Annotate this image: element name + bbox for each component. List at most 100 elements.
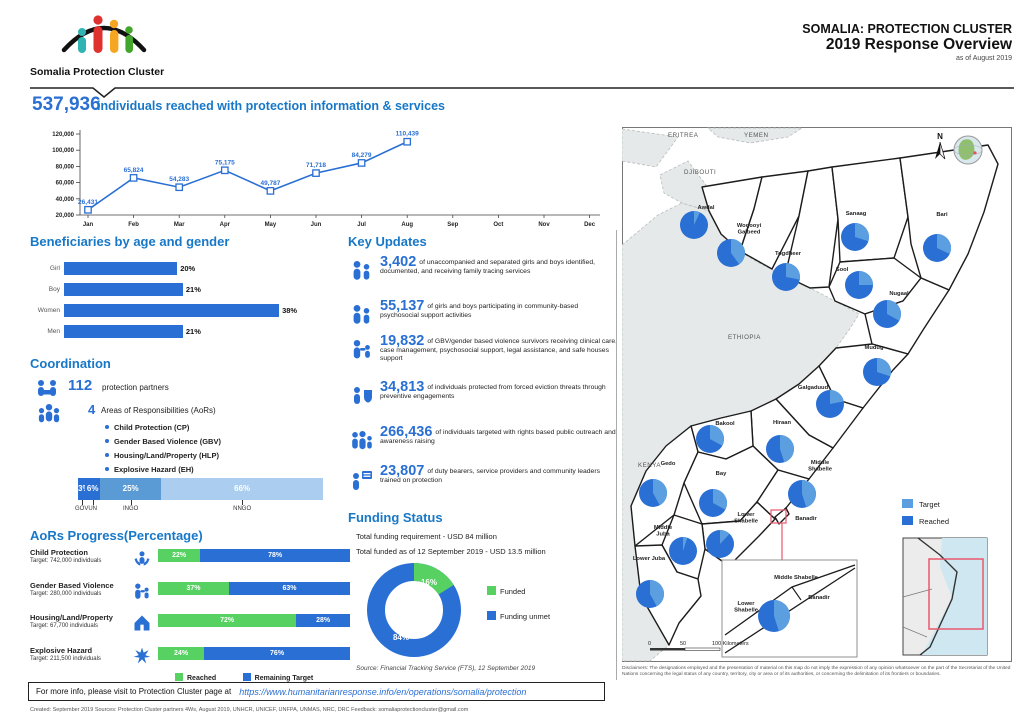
month-label: Apr (220, 222, 231, 228)
data-label: 84,279 (352, 152, 372, 159)
month-label: Jul (357, 222, 366, 228)
neighbor-countries (622, 127, 860, 662)
region-shape (831, 157, 909, 263)
bullet-dot-icon (105, 425, 109, 429)
y-tick-label: 120,000 (52, 132, 74, 138)
data-label: 49,787 (260, 180, 280, 187)
beneficiary-bar (64, 304, 280, 317)
beneficiary-pct: 38% (282, 306, 298, 315)
country-label: YEMEN (744, 132, 769, 139)
beneficiary-bar (64, 262, 178, 275)
beneficiary-bar (64, 283, 183, 296)
doc-subtitle: 2019 Response Overview (825, 36, 1012, 53)
region-label: Middle Shabelle (774, 575, 819, 581)
unmet-swatch (487, 611, 496, 620)
svg-text:50: 50 (680, 641, 686, 647)
cluster-page-link[interactable]: https://www.humanitarianresponse.info/en… (239, 686, 527, 697)
org-segment: 3% (78, 478, 90, 500)
region-label: Bari (936, 212, 948, 218)
y-tick-label: 100,000 (52, 148, 74, 154)
aors-progress-title: AoRs Progress(Percentage) (30, 528, 203, 543)
remaining-legend-label: Remaining Target (254, 675, 314, 682)
region-label: Lower Juba (633, 556, 666, 562)
month-label: Nov (538, 222, 550, 228)
aor-progress-row: Explosive Hazard Target: 211,500 individu… (30, 644, 350, 674)
svg-text:N: N (937, 132, 943, 141)
aor-bar: 72% 28% (158, 614, 350, 627)
data-label: 75,175 (215, 159, 235, 166)
key-update-value: 55,137 (380, 298, 425, 314)
key-update-value: 23,807 (380, 463, 425, 479)
aor-bullet: Child Protection (CP) (105, 420, 221, 434)
data-label: 65,824 (124, 167, 144, 174)
doc-asof: as of August 2019 (955, 55, 1012, 62)
region-pie-target (786, 262, 801, 280)
funding-requirement: Total funding requirement - USD 84 milli… (356, 532, 497, 541)
key-update-value: 34,813 (380, 379, 425, 395)
header-rule (30, 87, 1014, 98)
data-label: 54,283 (169, 176, 189, 183)
map-legend: Target Reached (902, 499, 949, 526)
total-reached-label: individuals reached with protection info… (97, 99, 445, 113)
aors-legend: Reached Remaining Target (175, 667, 335, 685)
region-label: Nugaal (889, 291, 909, 297)
children-icon (353, 305, 370, 324)
beneficiary-pct: 21% (185, 327, 201, 336)
beneficiary-label: Girl (49, 265, 60, 272)
region-label: Middle Shabelle (808, 460, 833, 472)
region-label: Togdheer (775, 251, 802, 257)
month-label: May (265, 222, 277, 228)
aor-target: Target: 742,000 individuals (30, 558, 102, 564)
key-updates-list: 3,402 of unaccompanied and separated girl… (350, 255, 618, 498)
country-label: KENYA (638, 462, 661, 469)
month-label: Oct (493, 222, 503, 228)
extent-rectangle (928, 558, 984, 630)
donut-funded-arc (367, 563, 461, 657)
aor-target: Target: 67,700 individuals (30, 623, 99, 629)
org-tick-label: INGO (123, 506, 139, 512)
month-label: Mar (174, 222, 185, 228)
data-marker (175, 183, 184, 192)
footer-small-print: Created: September 2019 Sources: Protect… (30, 707, 469, 713)
region-pie-target (877, 358, 891, 377)
beneficiary-row: Men 21% (26, 321, 297, 342)
region-pie-target (694, 210, 700, 225)
aor-progress-row: Housing/Land/Property Target: 67,700 indi… (30, 611, 350, 641)
region-label: Bay (716, 471, 727, 477)
aor-bullet: Housing/Land/Property (HLP) (105, 448, 221, 462)
month-label: Dec (584, 222, 596, 228)
key-update-item: 3,402 of unaccompanied and separated girl… (350, 255, 618, 287)
footer-info-text: For more info, please visit to Protectio… (36, 687, 232, 696)
key-update-item: 19,832 of GBV/gender based violence survi… (350, 333, 618, 366)
region-pie-target (859, 271, 873, 285)
funding-funded-line: Total funded as of 12 September 2019 - U… (356, 547, 546, 556)
target-swatch (902, 499, 913, 508)
aor-target: Target: 211,500 individuals (30, 656, 101, 662)
org-tick (81, 500, 83, 505)
key-update-text: 19,832 of GBV/gender based violence survi… (380, 333, 618, 363)
children-icon (353, 261, 370, 280)
shield-icon (354, 387, 372, 404)
aor-reached-segment: 37% (158, 582, 230, 595)
data-marker (357, 159, 366, 167)
month-label: Feb (128, 222, 139, 228)
region-label: Lower Shabelle (734, 601, 759, 613)
bullet-dot-icon (105, 453, 109, 457)
svg-text:0: 0 (648, 641, 651, 647)
key-update-text: 34,813 of individuals protected from forc… (380, 379, 606, 400)
org-tick-label: NNGO (233, 506, 252, 512)
aor-remaining-segment: 28% (296, 614, 350, 627)
aors-count-label: Areas of Responsibilities (AoRs) (101, 406, 216, 415)
data-marker (403, 137, 412, 146)
bullet-label: Explosive Hazard (EH) (114, 464, 194, 474)
country-label: DJIBOUTI (684, 169, 716, 176)
org-tick (242, 500, 244, 505)
key-update-value: 19,832 (380, 333, 425, 349)
funded-legend-label: Funded (500, 587, 526, 596)
funded-pct-label: 16% (421, 578, 437, 587)
region-pie-target (653, 478, 668, 506)
org-tick (130, 500, 132, 505)
country-label: ERITREA (668, 132, 699, 139)
data-label: 26,431 (78, 199, 98, 206)
region-shape (634, 544, 702, 646)
